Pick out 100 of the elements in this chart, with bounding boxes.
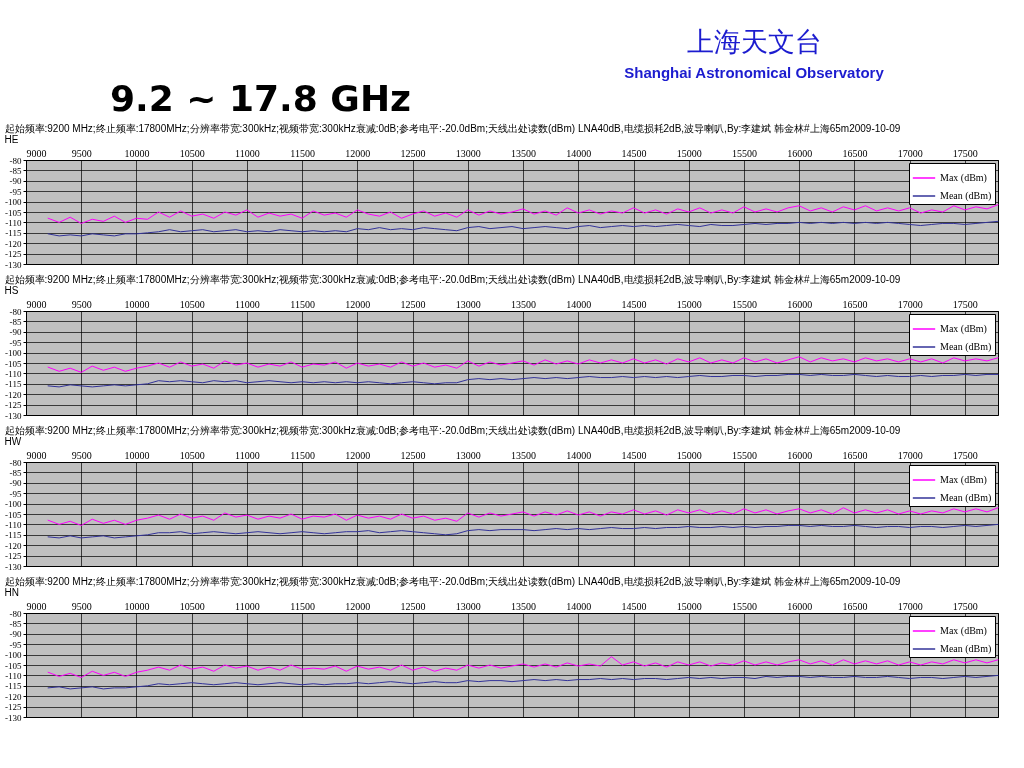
- chart-subtitle: HE: [4, 134, 19, 145]
- x-tick-label: 11500: [290, 147, 315, 159]
- x-tick-label: 9000: [26, 449, 47, 461]
- x-tick-label: 17000: [897, 147, 923, 159]
- legend-label: Max (dBm): [940, 474, 987, 486]
- x-tick-label: 15500: [731, 600, 757, 612]
- x-tick-label: 10000: [124, 298, 150, 310]
- line-series: [47, 656, 999, 678]
- x-tick-label: 17500: [952, 147, 978, 159]
- y-tick-label: -125: [5, 249, 22, 260]
- chart-subtitle: HS: [4, 285, 19, 296]
- x-tick-label: 13500: [511, 147, 537, 159]
- y-tick-label: -110: [5, 368, 22, 379]
- y-tick-label: -110: [5, 217, 22, 228]
- y-tick-label: -100: [5, 348, 22, 359]
- x-tick-label: 15500: [731, 298, 757, 310]
- y-tick-label: -105: [5, 207, 22, 218]
- x-tick-label: 9500: [71, 147, 92, 159]
- x-tick-label: 17000: [897, 449, 923, 461]
- x-tick-label: 14500: [621, 298, 647, 310]
- x-tick-label: 14000: [566, 147, 592, 159]
- y-tick-label: -90: [9, 629, 22, 640]
- line-series: [47, 373, 999, 388]
- chart-subtitle: HN: [4, 587, 19, 598]
- x-tick-label: 12500: [400, 147, 426, 159]
- y-tick-label: -120: [5, 238, 22, 249]
- line-series: [47, 220, 999, 237]
- x-tick-label: 10500: [179, 449, 205, 461]
- x-tick-label: 15500: [731, 449, 757, 461]
- x-tick-label: 12000: [345, 449, 371, 461]
- y-tick-label: -115: [5, 530, 22, 541]
- chart-title: 起始频率:9200 MHz;终止频率:17800MHz;分辨率带宽:300kHz;视频带宽:300kHz衰减:0dB;参考电平:-20.0dBm;天线出处读数(dBm) LNA40dB,电缆损耗2dB,波导喇叭,By:李建斌 韩金林#上海65m2009-10-09: [4, 123, 901, 134]
- x-tick-label: 13000: [455, 600, 481, 612]
- x-tick-label: 16500: [842, 298, 868, 310]
- x-tick-label: 15500: [731, 147, 757, 159]
- x-tick-label: 10000: [124, 147, 150, 159]
- legend-label: Max (dBm): [940, 625, 987, 637]
- x-tick-label: 13500: [511, 449, 537, 461]
- y-tick-label: -100: [5, 499, 22, 510]
- x-tick-label: 9000: [26, 600, 47, 612]
- line-series: [47, 356, 999, 373]
- x-tick-label: 10000: [124, 600, 150, 612]
- y-tick-label: -130: [5, 259, 22, 270]
- x-tick-label: 9000: [26, 147, 47, 159]
- x-tick-label: 14000: [566, 600, 592, 612]
- y-tick-label: -85: [9, 316, 22, 327]
- y-tick-label: -105: [5, 358, 22, 369]
- line-series: [47, 674, 999, 690]
- y-tick-label: -125: [5, 400, 22, 411]
- line-series: [47, 204, 999, 224]
- legend-label: Max (dBm): [940, 172, 987, 184]
- y-tick-label: -80: [9, 457, 22, 468]
- x-tick-label: 15000: [676, 600, 702, 612]
- y-tick-label: -80: [9, 306, 22, 317]
- x-tick-label: 17500: [952, 298, 978, 310]
- x-tick-label: 9500: [71, 449, 92, 461]
- y-tick-label: -85: [9, 165, 22, 176]
- y-tick-label: -130: [5, 712, 22, 723]
- x-tick-label: 11500: [290, 600, 315, 612]
- y-tick-label: -90: [9, 327, 22, 338]
- y-tick-label: -95: [9, 337, 22, 348]
- x-tick-label: 15000: [676, 147, 702, 159]
- y-tick-label: -130: [5, 410, 22, 421]
- x-tick-label: 15000: [676, 298, 702, 310]
- chart-title: 起始频率:9200 MHz;终止频率:17800MHz;分辨率带宽:300kHz;视频带宽:300kHz衰减:0dB;参考电平:-20.0dBm;天线出处读数(dBm) LNA40dB,电缆损耗2dB,波导喇叭,By:李建斌 韩金林#上海65m2009-10-09: [4, 576, 901, 587]
- legend-label: Mean (dBm): [940, 190, 992, 202]
- x-tick-label: 11500: [290, 449, 315, 461]
- x-tick-label: 10500: [179, 298, 205, 310]
- y-tick-label: -115: [5, 379, 22, 390]
- y-tick-label: -90: [9, 176, 22, 187]
- x-tick-label: 17500: [952, 600, 978, 612]
- x-tick-label: 14500: [621, 147, 647, 159]
- x-tick-label: 16500: [842, 147, 868, 159]
- x-tick-label: 17000: [897, 600, 923, 612]
- line-series: [47, 523, 999, 539]
- x-tick-label: 11500: [290, 298, 315, 310]
- x-tick-label: 13500: [511, 600, 537, 612]
- x-tick-label: 16000: [787, 298, 813, 310]
- x-tick-label: 14000: [566, 298, 592, 310]
- x-tick-label: 17500: [952, 449, 978, 461]
- y-tick-label: -130: [5, 561, 22, 572]
- text: Shanghai Astronomical Observatory: [624, 64, 885, 81]
- y-tick-label: -110: [5, 670, 22, 681]
- chart-title: 起始频率:9200 MHz;终止频率:17800MHz;分辨率带宽:300kHz;视频带宽:300kHz衰减:0dB;参考电平:-20.0dBm;天线出处读数(dBm) LNA40dB,电缆损耗2dB,波导喇叭,By:李建斌 韩金林#上海65m2009-10-09: [4, 425, 901, 436]
- x-tick-label: 10500: [179, 147, 205, 159]
- y-tick-label: -115: [5, 228, 22, 239]
- x-tick-label: 16000: [787, 600, 813, 612]
- x-tick-label: 13000: [455, 147, 481, 159]
- x-tick-label: 14000: [566, 449, 592, 461]
- x-tick-label: 11000: [235, 600, 260, 612]
- x-tick-label: 11000: [235, 298, 260, 310]
- x-tick-label: 11000: [235, 147, 260, 159]
- x-tick-label: 15000: [676, 449, 702, 461]
- x-tick-label: 10500: [179, 600, 205, 612]
- chart-subtitle: HW: [4, 436, 22, 447]
- x-tick-label: 12500: [400, 298, 426, 310]
- x-tick-label: 9500: [71, 298, 92, 310]
- x-tick-label: 13000: [455, 449, 481, 461]
- y-tick-label: -120: [5, 691, 22, 702]
- x-tick-label: 13500: [511, 298, 537, 310]
